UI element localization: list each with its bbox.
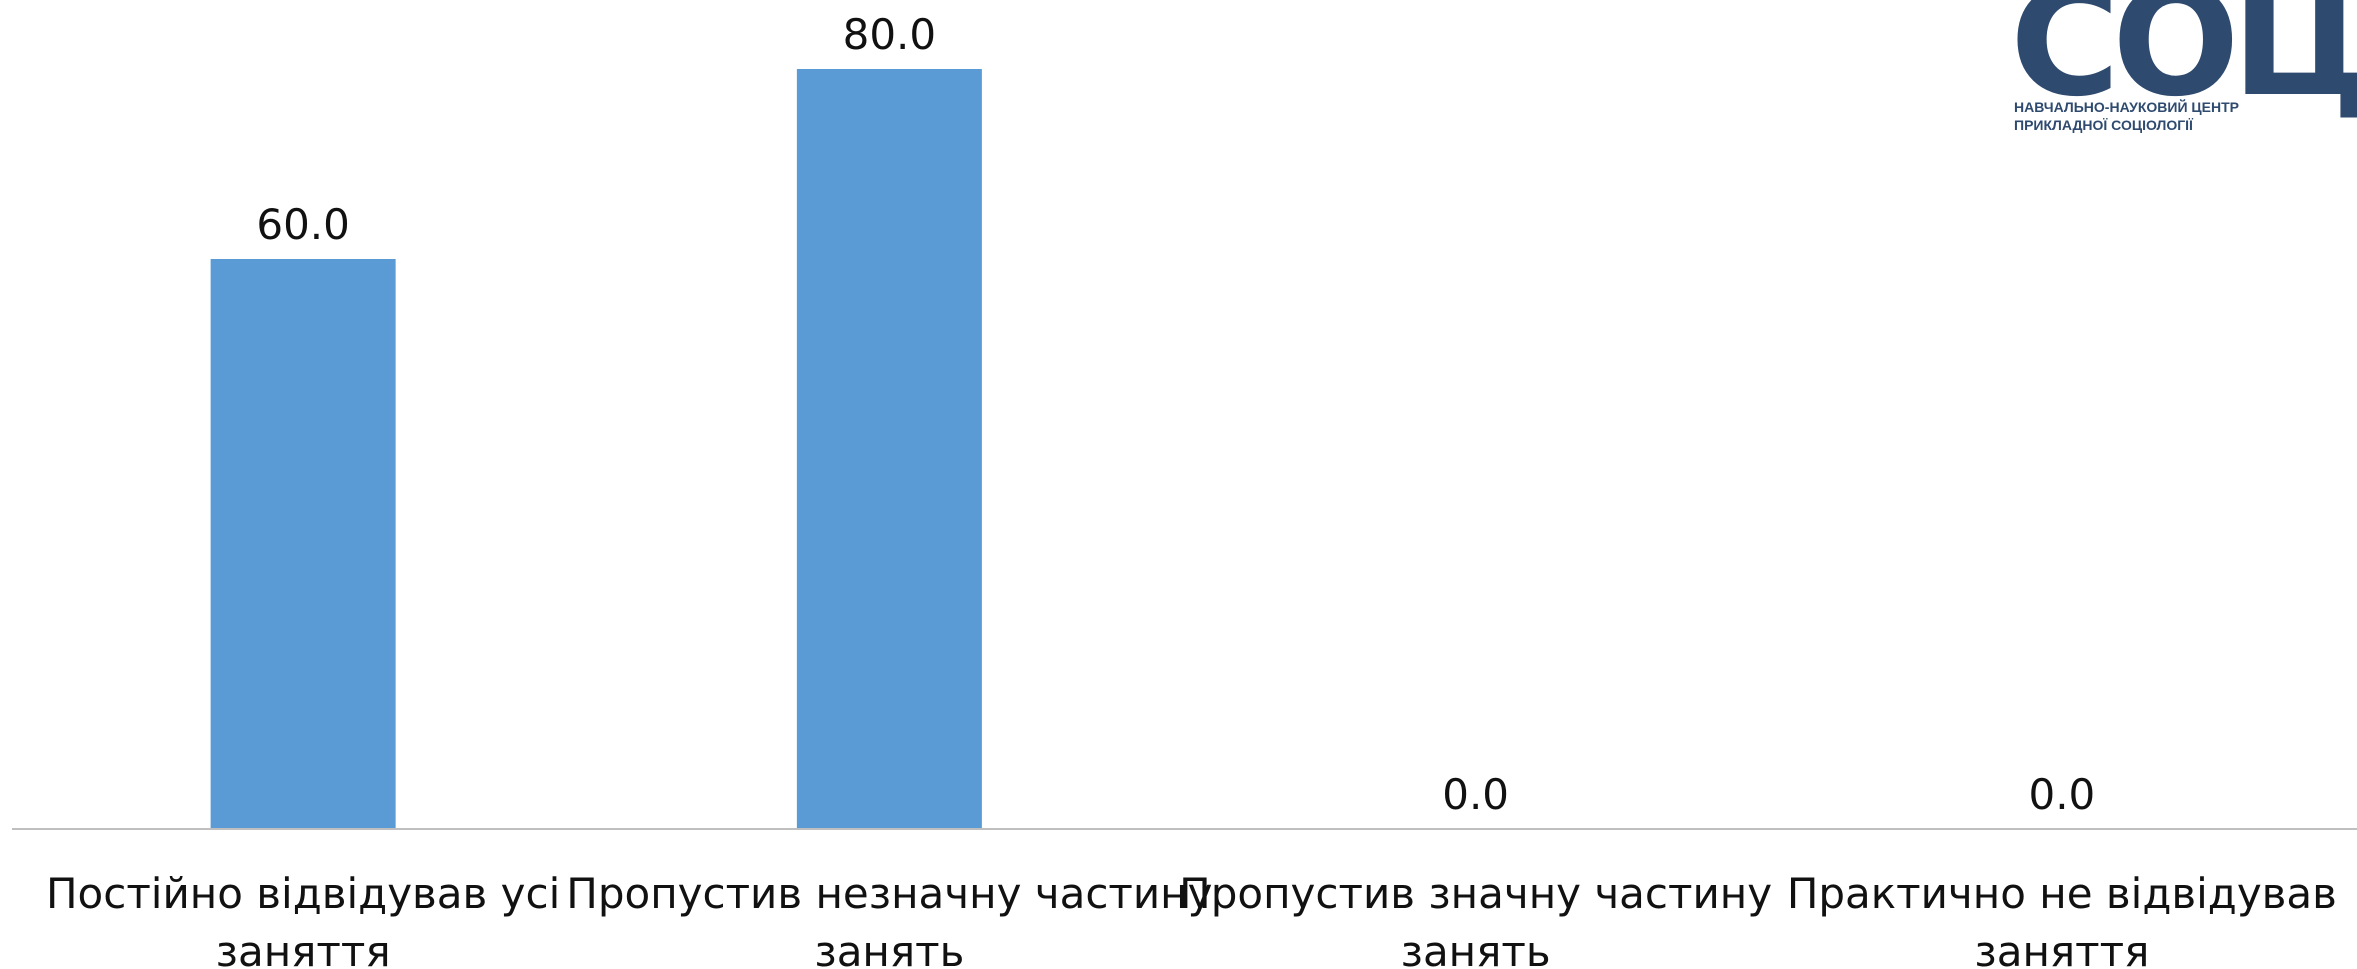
logo-subtitle: НАВЧАЛЬНО-НАУКОВИЙ ЦЕНТР ПРИКЛАДНОЇ СОЦІ… (2014, 98, 2239, 134)
value-label-2: 80.0 (843, 10, 937, 59)
category-labels-group: Постійно відвідував усі заняття Пропустив … (46, 869, 2337, 969)
bar-1 (210, 259, 396, 829)
category-label-4-line-1: Практично не відвідував (1787, 869, 2337, 918)
category-label-3-line-1: Пропустив значну частину (1179, 869, 1772, 918)
category-label-2-line-1: Пропустив незначну частину (566, 869, 1212, 918)
category-label-2-line-2: занять (814, 927, 964, 969)
logo-wordmark: СОЦІС (2010, 0, 2357, 118)
value-labels-group: 60.0 80.0 0.0 0.0 (256, 10, 2095, 819)
value-label-1: 60.0 (256, 200, 350, 249)
logo-word: СОЦІС (2010, 0, 2357, 130)
socis-logo: СОЦІС НАВЧАЛЬНО-НАУКОВИЙ ЦЕНТР ПРИКЛАДНО… (2010, 0, 2357, 140)
category-label-1-line-1: Постійно відвідував усі (46, 869, 560, 918)
category-label-3-line-2: занять (1401, 927, 1551, 969)
logo-subtitle-line-1: НАВЧАЛЬНО-НАУКОВИЙ ЦЕНТР (2014, 99, 2239, 115)
logo-subtitle-line-2: ПРИКЛАДНОЇ СОЦІОЛОГІЇ (2014, 117, 2193, 133)
category-label-1-line-2: заняття (216, 927, 391, 969)
bar-2 (796, 69, 982, 829)
value-label-3: 0.0 (1442, 770, 1509, 819)
value-label-4: 0.0 (2028, 770, 2095, 819)
category-label-4-line-2: заняття (1974, 927, 2149, 969)
bars-group (210, 69, 982, 829)
